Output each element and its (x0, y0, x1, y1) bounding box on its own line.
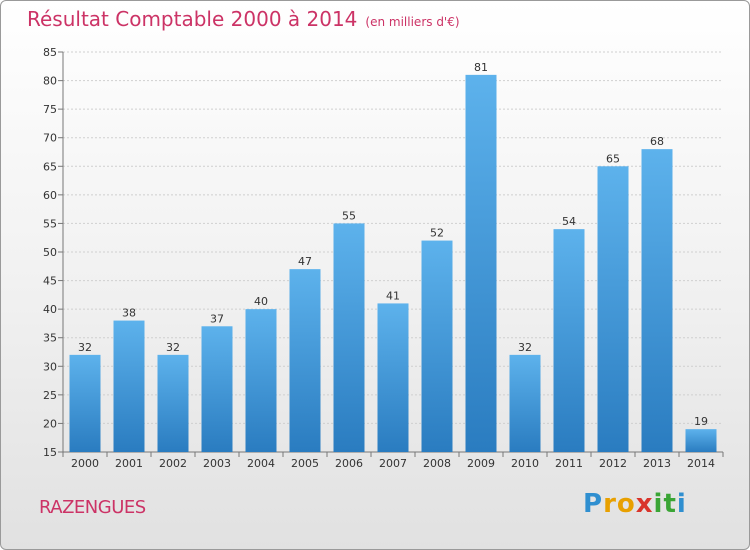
y-tick-label: 55 (43, 217, 57, 230)
y-tick-label: 85 (43, 46, 57, 59)
x-tick-label: 2008 (423, 457, 451, 470)
bar-value-label: 41 (386, 289, 400, 302)
x-tick-label: 2001 (115, 457, 143, 470)
logo-letter: t (663, 489, 677, 519)
chart-title-text: Résultat Comptable 2000 à 2014 (27, 7, 358, 31)
bar (333, 223, 365, 452)
x-tick-label: 2013 (643, 457, 671, 470)
bar (685, 429, 717, 452)
x-tick-label: 2006 (335, 457, 363, 470)
bar (113, 320, 145, 452)
y-tick-label: 35 (43, 332, 57, 345)
x-tick-label: 2003 (203, 457, 231, 470)
bar (641, 149, 673, 452)
bar-value-label: 65 (606, 152, 620, 165)
y-tick-label: 40 (43, 303, 57, 316)
y-tick-labels: 15 20 25 30 35 40 45 50 55 60 65 70 75 80 85 (43, 46, 57, 459)
x-tick-labels: 2000 2001 2002 2003 2004 2005 2006 2007 2008 2009… (62, 452, 724, 470)
bar (245, 309, 277, 452)
logo-letter: P (583, 489, 604, 519)
bar-value-label: 52 (430, 227, 444, 240)
logo-letter: x (635, 489, 654, 519)
bar (201, 326, 233, 452)
bar (69, 354, 101, 452)
bar-value-label: 19 (694, 415, 708, 428)
x-tick-label: 2014 (687, 457, 715, 470)
y-tick-label: 45 (43, 275, 57, 288)
x-tick-label: 2004 (247, 457, 275, 470)
bar (509, 354, 541, 452)
x-tick-label: 2012 (599, 457, 627, 470)
y-tick-label: 75 (43, 103, 57, 116)
bar (465, 74, 497, 452)
proxiti-logo: Proxiti (583, 489, 687, 519)
bar (157, 354, 189, 452)
x-tick-label: 2011 (555, 457, 583, 470)
bar (377, 303, 409, 452)
bar-value-label: 32 (166, 341, 180, 354)
y-tick-label: 15 (43, 446, 57, 459)
x-tick-label: 2007 (379, 457, 407, 470)
x-tick-label: 2005 (291, 457, 319, 470)
logo-letter: i (676, 489, 687, 519)
bar-value-label: 32 (518, 341, 532, 354)
bar-value-label: 38 (122, 307, 136, 320)
y-tick-label: 70 (43, 132, 57, 145)
x-tick-label: 2000 (71, 457, 99, 470)
y-tick-label: 65 (43, 160, 57, 173)
bar (597, 166, 629, 453)
y-tick-label: 25 (43, 389, 57, 402)
chart-title: Résultat Comptable 2000 à 2014 (en millie… (27, 7, 460, 31)
bars (69, 74, 717, 453)
bar-value-label: 37 (210, 312, 224, 325)
chart-subtitle: (en milliers d'€) (365, 15, 460, 29)
x-tick-label: 2010 (511, 457, 539, 470)
logo-letter: r (603, 489, 617, 519)
logo-letter: o (616, 489, 636, 519)
place-name: RAZENGUES (39, 497, 146, 518)
bar (553, 229, 585, 452)
y-tick-label: 30 (43, 360, 57, 373)
logo-letter: i (653, 489, 664, 519)
y-tick-label: 60 (43, 189, 57, 202)
bar-value-label: 81 (474, 61, 488, 74)
y-tick-label: 20 (43, 417, 57, 430)
bar (289, 269, 321, 452)
x-tick-label: 2002 (159, 457, 187, 470)
bar-value-label: 55 (342, 209, 356, 222)
bar-value-label: 47 (298, 255, 312, 268)
y-tick-label: 50 (43, 246, 57, 259)
bar-value-label: 68 (650, 135, 664, 148)
bar (421, 240, 453, 452)
bar-value-label: 32 (78, 341, 92, 354)
bar-value-label: 40 (254, 295, 268, 308)
bar-value-label: 54 (562, 215, 576, 228)
y-tick-label: 80 (43, 75, 57, 88)
x-tick-label: 2009 (467, 457, 495, 470)
data-labels: 32 38 32 37 40 47 55 41 52 81 32 54 65 68 19 (78, 61, 708, 428)
